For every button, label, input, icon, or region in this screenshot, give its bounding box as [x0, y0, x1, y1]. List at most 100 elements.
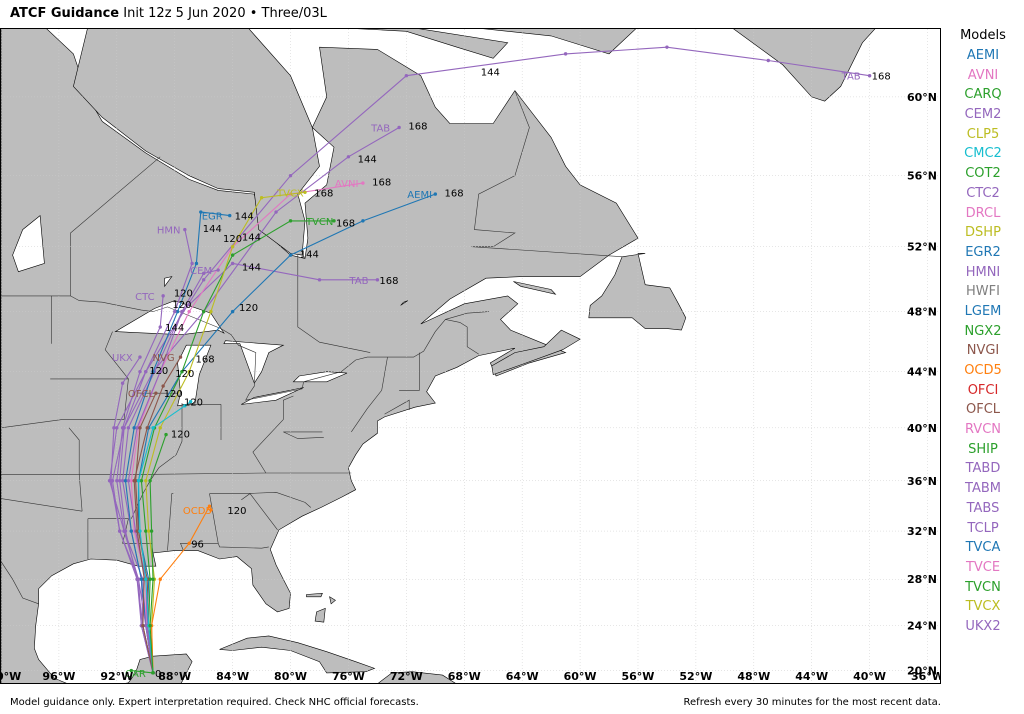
legend-items: AEMI AVNI CARQ CEM2 CLP5 CMC2 COT2 CTC2 DRCL DSHP…	[945, 46, 1021, 637]
track-point	[161, 384, 165, 388]
track-point	[194, 261, 199, 266]
lake-huron	[223, 340, 285, 384]
legend-item-tclp[interactable]: TCLP	[967, 520, 999, 536]
lon-label: 100°W	[1, 670, 21, 683]
track-line-ship[interactable]	[149, 434, 167, 673]
track-ship[interactable]: 120	[148, 429, 190, 675]
track-point	[433, 192, 438, 196]
legend-item-egr2[interactable]: EGR2	[965, 244, 1001, 260]
legend-item-ship[interactable]: SHIP	[968, 441, 998, 457]
lat-label: 40°N	[907, 422, 937, 435]
track-point	[665, 45, 669, 49]
track-point	[180, 309, 184, 314]
track-point	[201, 271, 206, 276]
track-line-nvgi[interactable]	[133, 356, 181, 674]
track-point	[135, 426, 139, 430]
track-point	[190, 261, 194, 266]
legend-item-tvce[interactable]: TVCE	[965, 559, 1001, 575]
track-point	[115, 426, 119, 430]
legend-item-tvcn[interactable]: TVCN	[965, 579, 1001, 595]
state-lines-7	[217, 543, 269, 549]
track-model-label-tabd: TAB	[841, 72, 861, 83]
track-point	[180, 369, 184, 374]
track-point	[201, 278, 206, 282]
track-carq[interactable]: 0 CAR	[125, 669, 161, 680]
track-line-carq[interactable]	[131, 670, 154, 674]
track-point	[109, 479, 113, 483]
legend-item-tabd[interactable]: TABD	[965, 461, 1001, 477]
track-point	[230, 253, 235, 257]
track-point	[216, 268, 220, 272]
legend-item-cem2[interactable]: CEM2	[964, 107, 1002, 123]
legend-item-ctc2[interactable]: CTC2	[966, 185, 1000, 201]
legend-item-tabs[interactable]: TABS	[966, 500, 1000, 516]
track-hour-label: 168	[314, 188, 333, 199]
track-map[interactable]: 144 168TAB144168TAB144168TAB120144168AEMI…	[1, 29, 941, 684]
track-model-label-nvgi: NVG	[153, 353, 175, 364]
lat-label: 44°N	[907, 366, 937, 379]
legend-item-clp5[interactable]: CLP5	[966, 126, 1000, 142]
legend-item-ocd5[interactable]: OCD5	[964, 363, 1002, 378]
legend-item-lgem[interactable]: LGEM	[964, 303, 1002, 319]
land-layer	[1, 29, 876, 683]
track-point	[138, 355, 142, 359]
legend-item-ngx2[interactable]: NGX2	[964, 323, 1002, 339]
landmass-baffin	[357, 29, 509, 59]
track-point	[138, 529, 142, 533]
landmass-bahamas-2	[329, 596, 336, 605]
track-hour-label: 168	[372, 177, 391, 188]
lake-winnipeg	[12, 215, 45, 273]
track-point	[183, 404, 187, 408]
lat-label: 24°N	[907, 620, 937, 633]
track-point	[209, 508, 213, 512]
track-hour-label: 144	[242, 263, 261, 274]
track-point	[148, 479, 152, 483]
landmass-north-america	[1, 29, 639, 683]
track-hour-label: 144	[235, 212, 254, 223]
track-hour-label: 120	[175, 369, 194, 380]
track-line-ukx2[interactable]	[110, 356, 154, 674]
legend-item-ofci[interactable]: OFCI	[967, 382, 999, 398]
track-point	[126, 479, 131, 483]
legend-item-dshp[interactable]: DSHP	[965, 225, 1001, 241]
track-point	[187, 369, 191, 374]
track-line-cmc2[interactable]	[137, 401, 191, 673]
track-line-hmni[interactable]	[119, 229, 193, 674]
state-lines-6	[180, 493, 219, 551]
track-point	[288, 219, 293, 223]
legend-item-hmni[interactable]: HMNI	[965, 264, 1001, 280]
legend-item-drcl[interactable]: DRCL	[965, 205, 1001, 221]
track-point	[199, 210, 203, 214]
track-hour-label: 120	[223, 234, 242, 245]
legend-item-hwfi[interactable]: HWFI	[966, 284, 1000, 300]
map-frame[interactable]: 144 168 TAB 144 168 TAB 144 168 TAB 120 144 168 AEMI…	[0, 28, 941, 684]
state-lines-10	[158, 403, 183, 469]
legend-item-avni[interactable]: AVNI	[967, 67, 999, 83]
lake-ontario	[292, 371, 348, 383]
legend-item-ukx2[interactable]: UKX2	[965, 618, 1001, 634]
track-point	[317, 278, 322, 282]
track-point	[183, 227, 187, 232]
lake-superior	[114, 300, 225, 336]
legend-item-ofcl[interactable]: OFCL	[965, 402, 1001, 418]
legend-item-tvca[interactable]: TVCA	[965, 540, 1001, 556]
legend-item-carq[interactable]: CARQ	[964, 87, 1002, 103]
track-hour-label: 144	[242, 232, 261, 243]
track-point	[161, 294, 165, 298]
legend-item-aemi[interactable]: AEMI	[966, 48, 1000, 63]
track-point	[288, 173, 293, 178]
legend-item-cot2[interactable]: COT2	[965, 166, 1001, 182]
legend-item-rvcn[interactable]: RVCN	[964, 422, 1002, 438]
track-point	[207, 504, 212, 508]
track-line-cem2[interactable]	[127, 269, 219, 673]
legend-item-cmc2[interactable]: CMC2	[964, 146, 1002, 162]
track-point	[123, 479, 128, 483]
track-point	[867, 74, 872, 78]
legend-item-tabm[interactable]: TABM	[965, 481, 1001, 497]
track-point	[375, 278, 380, 282]
legend-item-nvgi[interactable]: NVGI	[966, 343, 1000, 359]
lat-label: 32°N	[907, 525, 937, 538]
legend-item-tvcx[interactable]: TVCX	[965, 599, 1001, 615]
